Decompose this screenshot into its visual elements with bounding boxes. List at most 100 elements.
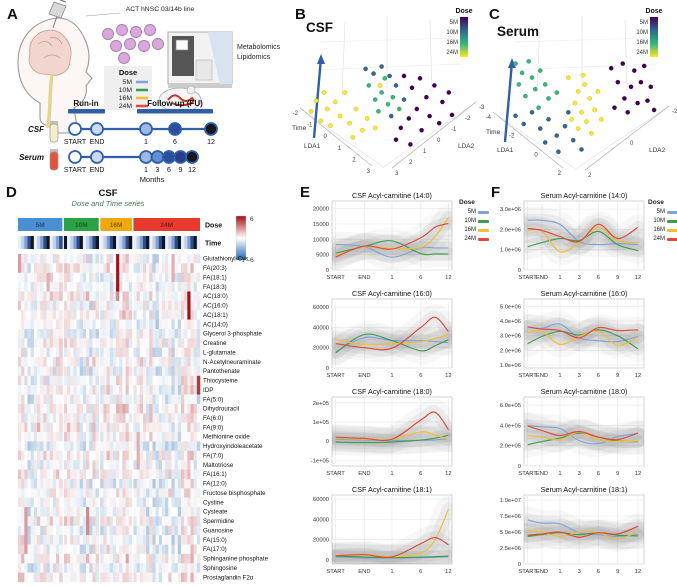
dose-bar-16M <box>100 218 132 231</box>
x-tick-label: START <box>326 569 345 575</box>
scatter-point <box>353 106 359 112</box>
heatmap-row-label: FA(18:3) <box>203 284 227 291</box>
series-10M <box>527 230 639 252</box>
y-tick-label: 5.0e+06 <box>500 304 521 310</box>
legend-5m: 5M <box>467 209 476 215</box>
scatter-point <box>554 133 560 138</box>
legend-swatch-10m <box>478 220 489 223</box>
legend-dose-label: 10M <box>636 30 648 36</box>
y-tick-label: 4.0e+05 <box>500 423 521 429</box>
dose-bar-label: 16M <box>110 222 123 229</box>
serum-tick: 9 <box>179 167 183 174</box>
panel-letter-c: C <box>489 6 500 23</box>
scatter-point <box>584 119 589 125</box>
x-tick-label: 9 <box>616 275 619 281</box>
legend-5m: 5M <box>656 209 665 215</box>
series-lines <box>524 412 644 458</box>
x-tick-label: END <box>358 275 370 281</box>
y-tick-label: 6.0e+05 <box>500 403 521 409</box>
serum-tick: 3 <box>156 167 160 174</box>
scatter-title: Serum <box>497 24 539 39</box>
series-24M <box>527 425 639 441</box>
serum-tick: 12 <box>188 167 196 174</box>
legend-dose-label: 5M <box>450 20 458 26</box>
omics-label-1: Metabolomics <box>237 44 281 51</box>
x-tick-label: 6 <box>597 569 600 575</box>
y-tick-label: 60000 <box>313 305 329 311</box>
chart-title: CSF Acyl-carnitine (16:0) <box>352 289 432 298</box>
y-tick-label: 2.0e+05 <box>500 444 521 450</box>
scatter-point <box>364 116 370 121</box>
series-lines <box>524 310 644 362</box>
scatter-point <box>569 116 575 122</box>
scatter-point <box>431 83 437 88</box>
dose-label-5m: 5M <box>123 79 133 86</box>
scatter-point <box>363 66 369 72</box>
x-tick-label: 12 <box>445 275 451 281</box>
scatter-point <box>575 126 581 131</box>
scatter-point <box>387 73 393 79</box>
scatter-point <box>625 109 631 115</box>
scatter-point <box>360 127 365 133</box>
time-axis-label: Time <box>486 129 501 136</box>
lda2-tick: 0 <box>630 141 634 147</box>
lda2-tick: 3 <box>395 171 399 177</box>
csf-tube-icon <box>49 121 59 143</box>
series-16M <box>527 330 639 346</box>
heatmap-row-label: FA(12:0) <box>203 481 227 488</box>
legend-dose-label: 5M <box>640 20 648 26</box>
scatter-point <box>532 86 538 92</box>
lda2-tick: 2 <box>409 160 413 166</box>
grid-lines <box>299 16 477 169</box>
scatter-point <box>393 83 399 88</box>
heatmap-row-label: Cystine <box>203 499 224 506</box>
heat-colorbar <box>235 215 247 261</box>
heatmap-row-label: Cysteate <box>203 509 228 516</box>
dose-label-16m: 16M <box>119 95 133 102</box>
legend-10m: 10M <box>464 218 476 224</box>
legend-swatch-24m <box>478 238 489 241</box>
x-tick-label: START <box>326 373 345 379</box>
scatter-point <box>409 85 415 91</box>
legend-10m: 10M <box>653 218 665 224</box>
heatmap-row-label: AC(18:1) <box>203 312 228 319</box>
x-tick-label: END <box>358 569 370 575</box>
chart-title: Serum Acyl-carnitine (14:0) <box>541 191 628 200</box>
scatter-point <box>575 89 581 94</box>
mouse-icon <box>158 85 202 113</box>
time-row-label: Time <box>205 241 221 248</box>
scatter-point <box>372 125 378 131</box>
run-in-label: Run-in <box>73 99 98 108</box>
x-tick-label: START <box>518 569 537 575</box>
heatmap-subtitle: Dose and Time series <box>71 199 145 208</box>
dose-legend-f: Dose 5M 10M 16M 24M <box>648 198 677 244</box>
legend-swatch-16m <box>478 229 489 232</box>
head-illustration <box>17 0 93 134</box>
lda1-tick: 2 <box>558 171 562 177</box>
legend-swatch-24m <box>667 238 677 241</box>
x-tick-label: 6 <box>597 471 600 477</box>
y-tick-label: 2.5e+06 <box>500 546 521 552</box>
scatter-point <box>612 105 617 111</box>
x-tick-label: 12 <box>635 275 641 281</box>
series-16M <box>335 431 449 441</box>
x-tick-label: 12 <box>445 471 451 477</box>
heatmap-row-label: Creatine <box>203 340 227 347</box>
series-lines <box>524 506 644 553</box>
scatter-point <box>313 98 319 104</box>
scatter-point <box>570 137 576 143</box>
chart-title: Serum Acyl-carnitine (16:0) <box>541 289 628 298</box>
x-tick-label: 12 <box>445 569 451 575</box>
lda2-tick: 1 <box>423 149 427 155</box>
cells-icon <box>102 24 164 64</box>
series-10M <box>335 555 449 559</box>
series-24M <box>527 326 639 339</box>
heatmap-row-label: IDP <box>203 387 213 394</box>
dose-row-label: Dose <box>205 223 222 230</box>
series-24M <box>527 223 639 243</box>
legend-swatch-5m <box>478 211 489 214</box>
time-arrow <box>503 61 514 143</box>
chart-title: CSF Acyl-carnitine (14:0) <box>352 191 432 200</box>
x-tick-label: START <box>518 373 537 379</box>
scatter-point <box>621 96 627 101</box>
